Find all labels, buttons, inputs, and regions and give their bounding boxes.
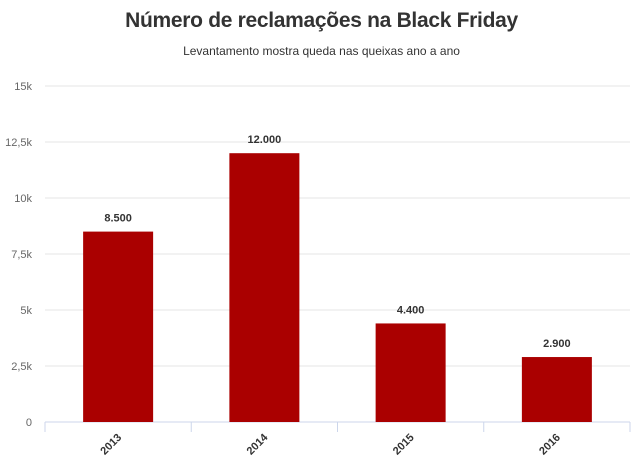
y-tick-label: 12,5k (5, 137, 32, 149)
y-tick-label: 5k (20, 305, 32, 317)
y-tick-label: 0 (26, 417, 32, 429)
y-tick-label: 10k (14, 193, 32, 205)
data-label-2015: 4.400 (397, 304, 425, 316)
x-tick-label-2015: 2015 (391, 432, 417, 458)
chart-subtitle: Levantamento mostra queda nas queixas an… (183, 44, 460, 58)
data-label-2014: 12.000 (248, 134, 282, 146)
x-axis-ticks: 2013 2014 2015 2016 (98, 431, 563, 457)
data-label-2016: 2.900 (543, 338, 571, 350)
y-tick-label: 15k (14, 81, 32, 93)
y-tick-label: 7,5k (11, 249, 32, 261)
x-tick-label-2014: 2014 (245, 431, 271, 457)
bar-2016[interactable] (521, 357, 592, 422)
data-label-2013: 8.500 (104, 213, 132, 225)
chart-title: Número de reclamações na Black Friday (125, 9, 518, 32)
y-axis-ticks: 0 2,5k 5k 7,5k 10k 12,5k 15k (5, 81, 32, 429)
x-tick-label-2016: 2016 (537, 432, 563, 458)
bars (83, 153, 592, 422)
y-tick-label: 2,5k (11, 361, 32, 373)
data-labels: 8.500 12.000 4.400 2.900 (104, 134, 570, 350)
bar-2014[interactable] (229, 153, 300, 422)
bar-2013[interactable] (83, 231, 154, 422)
x-tick-label-2013: 2013 (98, 432, 124, 458)
bar-2015[interactable] (375, 323, 446, 422)
